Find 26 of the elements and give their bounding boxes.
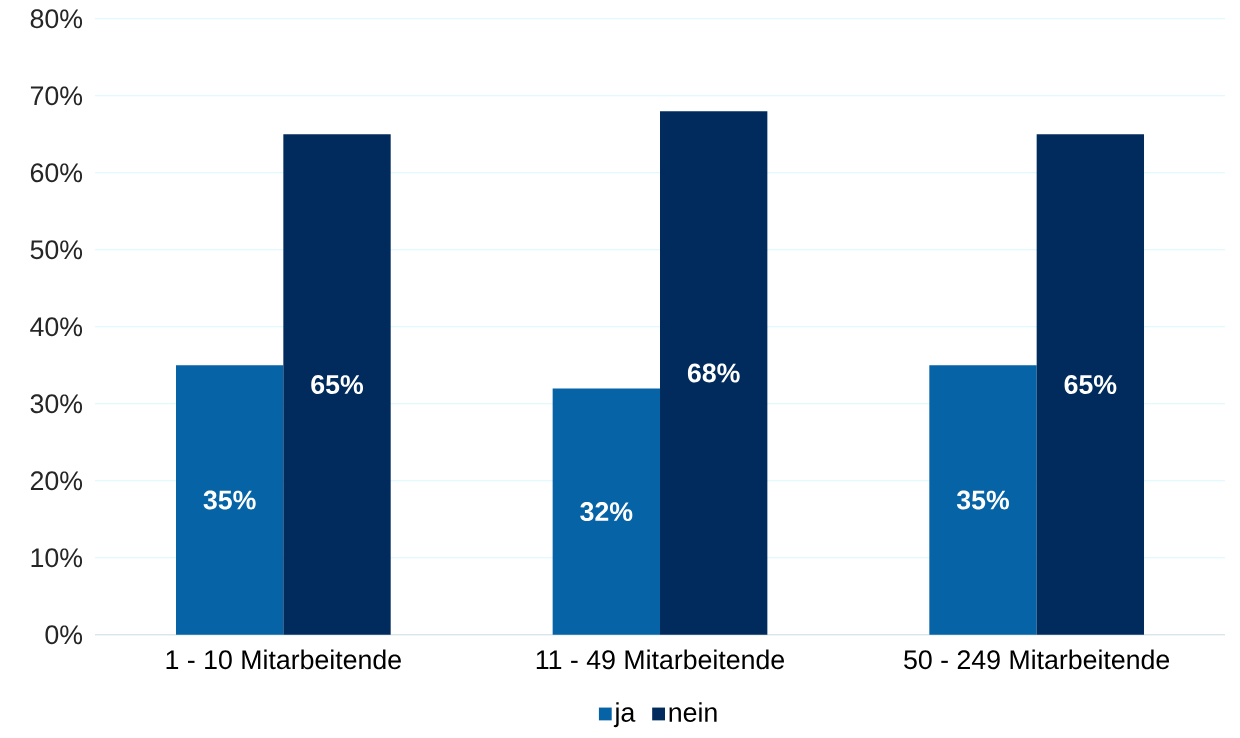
data-label: 68% [687, 363, 740, 383]
bar [660, 111, 768, 635]
y-tick-label: 10% [31, 548, 83, 568]
y-tick-label: 30% [30, 394, 83, 414]
data-label: 32% [580, 502, 633, 522]
bar [929, 365, 1037, 635]
data-label: 35% [203, 490, 256, 510]
data-label: 65% [1064, 375, 1117, 394]
x-tick-label: 50 - 249 Mitarbeitende [904, 649, 1170, 670]
y-tick-label: 20% [30, 471, 83, 491]
bar [175, 365, 284, 635]
x-tick-label: 1 - 10 Mitarbeitende [166, 649, 401, 670]
bar [1036, 134, 1145, 635]
x-tick-label: 11 - 49 Mitarbeitende [536, 649, 784, 670]
y-tick-label: 70% [30, 86, 83, 106]
bar [283, 134, 391, 635]
y-tick-label: 80% [30, 9, 83, 29]
legend-label: nein [669, 702, 717, 722]
y-tick-label: 60% [30, 163, 83, 183]
legend-label: ja [613, 702, 636, 728]
y-tick-label: 40% [30, 317, 83, 337]
y-tick-label: 0% [45, 625, 83, 645]
y-tick-label: 50% [30, 240, 83, 260]
data-label: 65% [311, 375, 364, 394]
bar [552, 388, 660, 635]
data-label: 35% [956, 490, 1010, 510]
